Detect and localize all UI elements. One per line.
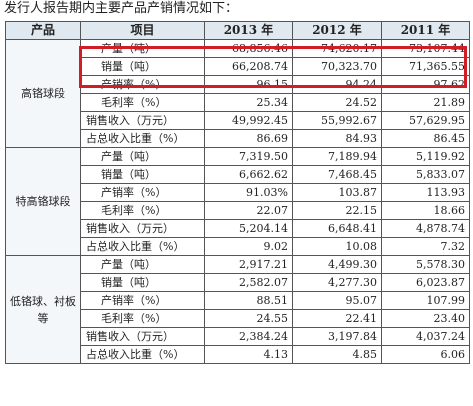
value-2012-cell: 10.08 [292, 237, 382, 256]
table-header-row: 产品 项目 2013 年 2012 年 2011 年 [5, 21, 470, 40]
value-2011-cell: 7.32 [381, 237, 470, 256]
value-2012-cell: 22.15 [292, 201, 382, 220]
value-2012-cell: 4.85 [292, 345, 382, 364]
item-cell: 销售收入（万元） [80, 219, 205, 238]
value-2011-cell: 5,833.07 [381, 165, 470, 184]
item-cell: 占总收入比重（%） [80, 345, 205, 364]
table-row: 产销率（%） 88.51 95.07 107.99 [6, 291, 470, 310]
value-2011-cell: 107.99 [381, 291, 470, 310]
value-2011-cell: 18.66 [381, 201, 470, 220]
value-2011-cell: 4,037.24 [381, 327, 470, 346]
table-row: 产销率（%） 91.03% 103.87 113.93 [6, 183, 470, 202]
item-cell: 毛利率（%） [80, 201, 205, 220]
value-2013-cell: 24.55 [204, 309, 293, 328]
item-cell: 销售收入（万元） [80, 327, 205, 346]
item-cell: 毛利率（%） [80, 93, 205, 112]
value-2011-cell: 86.45 [381, 129, 470, 148]
value-2013-cell: 6,662.62 [204, 165, 293, 184]
value-2011-cell: 23.40 [381, 309, 470, 328]
value-2012-cell: 7,189.94 [292, 147, 382, 166]
value-2013-cell: 5,204.14 [204, 219, 293, 238]
value-2012-cell: 74,620.17 [292, 39, 382, 58]
header-product: 产品 [5, 21, 81, 40]
value-2011-cell: 21.89 [381, 93, 470, 112]
value-2012-cell: 7,468.45 [292, 165, 382, 184]
product-cell: 低铬球、衬板等 [5, 255, 81, 364]
value-2012-cell: 55,992.67 [292, 111, 382, 130]
production-sales-table: 产品 项目 2013 年 2012 年 2011 年 高铬球段 产量（吨） 68,8… [5, 21, 470, 364]
value-2011-cell: 97.62 [381, 75, 470, 94]
table-row: 销售收入（万元） 2,384.24 3,197.84 4,037.24 [6, 327, 470, 346]
value-2013-cell: 96.15 [204, 75, 293, 94]
table-row: 特高铬球段 产量（吨） 7,319.50 7,189.94 5,119.92 [5, 147, 470, 256]
value-2012-cell: 70,323.70 [292, 57, 382, 76]
intro-text: 发行人报告期内主要产品产销情况如下： [4, 1, 239, 16]
item-cell: 销量（吨） [80, 57, 205, 76]
value-2011-cell: 6,023.87 [381, 273, 470, 292]
table-row: 占总收入比重（%） 86.69 84.93 86.45 [6, 129, 470, 148]
item-cell: 销量（吨） [80, 273, 205, 292]
value-2011-cell: 71,365.55 [381, 57, 470, 76]
value-2012-cell: 22.41 [292, 309, 382, 328]
table-body: 高铬球段 产量（吨） 68,856.46 74,620.17 73,107.44 销量（吨… [5, 39, 470, 364]
table-row: 毛利率（%） 25.34 24.52 21.89 [6, 93, 470, 112]
table-row: 低铬球、衬板等 产量（吨） 2,917.21 4,499.30 5,578.30 [5, 255, 470, 364]
table-row: 高铬球段 产量（吨） 68,856.46 74,620.17 73,107.44 [5, 39, 470, 148]
value-2011-cell: 4,878.74 [381, 219, 470, 238]
value-2012-cell: 103.87 [292, 183, 382, 202]
table-row: 销量（吨） 6,662.62 7,468.45 5,833.07 [6, 165, 470, 184]
table-row: 销售收入（万元） 49,992.45 55,992.67 57,629.95 [6, 111, 470, 130]
value-2013-cell: 2,582.07 [204, 273, 293, 292]
value-2013-cell: 22.07 [204, 201, 293, 220]
value-2013-cell: 2,384.24 [204, 327, 293, 346]
item-cell: 产量（吨） [80, 147, 205, 166]
value-2012-cell: 84.93 [292, 129, 382, 148]
item-cell: 产量（吨） [80, 39, 205, 58]
item-cell: 占总收入比重（%） [80, 237, 205, 256]
item-cell: 产销率（%） [80, 291, 205, 310]
value-2012-cell: 4,277.30 [292, 273, 382, 292]
value-2011-cell: 57,629.95 [381, 111, 470, 130]
item-cell: 产销率（%） [80, 183, 205, 202]
value-2013-cell: 25.34 [204, 93, 293, 112]
product-cell: 高铬球段 [5, 39, 81, 148]
value-2013-cell: 2,917.21 [204, 255, 293, 274]
item-cell: 产量（吨） [80, 255, 205, 274]
value-2012-cell: 24.52 [292, 93, 382, 112]
header-2011: 2011 年 [381, 21, 470, 40]
item-cell: 销量（吨） [80, 165, 205, 184]
value-2011-cell: 113.93 [381, 183, 470, 202]
table-row: 占总收入比重（%） 4.13 4.85 6.06 [6, 345, 470, 364]
value-2013-cell: 86.69 [204, 129, 293, 148]
value-2011-cell: 5,578.30 [381, 255, 470, 274]
value-2012-cell: 95.07 [292, 291, 382, 310]
header-2013: 2013 年 [204, 21, 293, 40]
table-row: 占总收入比重（%） 9.02 10.08 7.32 [6, 237, 470, 256]
value-2012-cell: 6,648.41 [292, 219, 382, 238]
value-2013-cell: 9.02 [204, 237, 293, 256]
table-row: 销售收入（万元） 5,204.14 6,648.41 4,878.74 [6, 219, 470, 238]
value-2011-cell: 6.06 [381, 345, 470, 364]
header-item: 项目 [80, 21, 205, 40]
value-2013-cell: 66,208.74 [204, 57, 293, 76]
value-2012-cell: 4,499.30 [292, 255, 382, 274]
value-2013-cell: 91.03% [204, 183, 293, 202]
value-2013-cell: 49,992.45 [204, 111, 293, 130]
value-2013-cell: 4.13 [204, 345, 293, 364]
value-2013-cell: 7,319.50 [204, 147, 293, 166]
value-2013-cell: 88.51 [204, 291, 293, 310]
header-2012: 2012 年 [292, 21, 382, 40]
value-2013-cell: 68,856.46 [204, 39, 293, 58]
item-cell: 毛利率（%） [80, 309, 205, 328]
item-cell: 销售收入（万元） [80, 111, 205, 130]
value-2011-cell: 5,119.92 [381, 147, 470, 166]
value-2012-cell: 94.24 [292, 75, 382, 94]
value-2011-cell: 73,107.44 [381, 39, 470, 58]
value-2012-cell: 3,197.84 [292, 327, 382, 346]
item-cell: 占总收入比重（%） [80, 129, 205, 148]
item-cell: 产销率（%） [80, 75, 205, 94]
product-cell: 特高铬球段 [5, 147, 81, 256]
